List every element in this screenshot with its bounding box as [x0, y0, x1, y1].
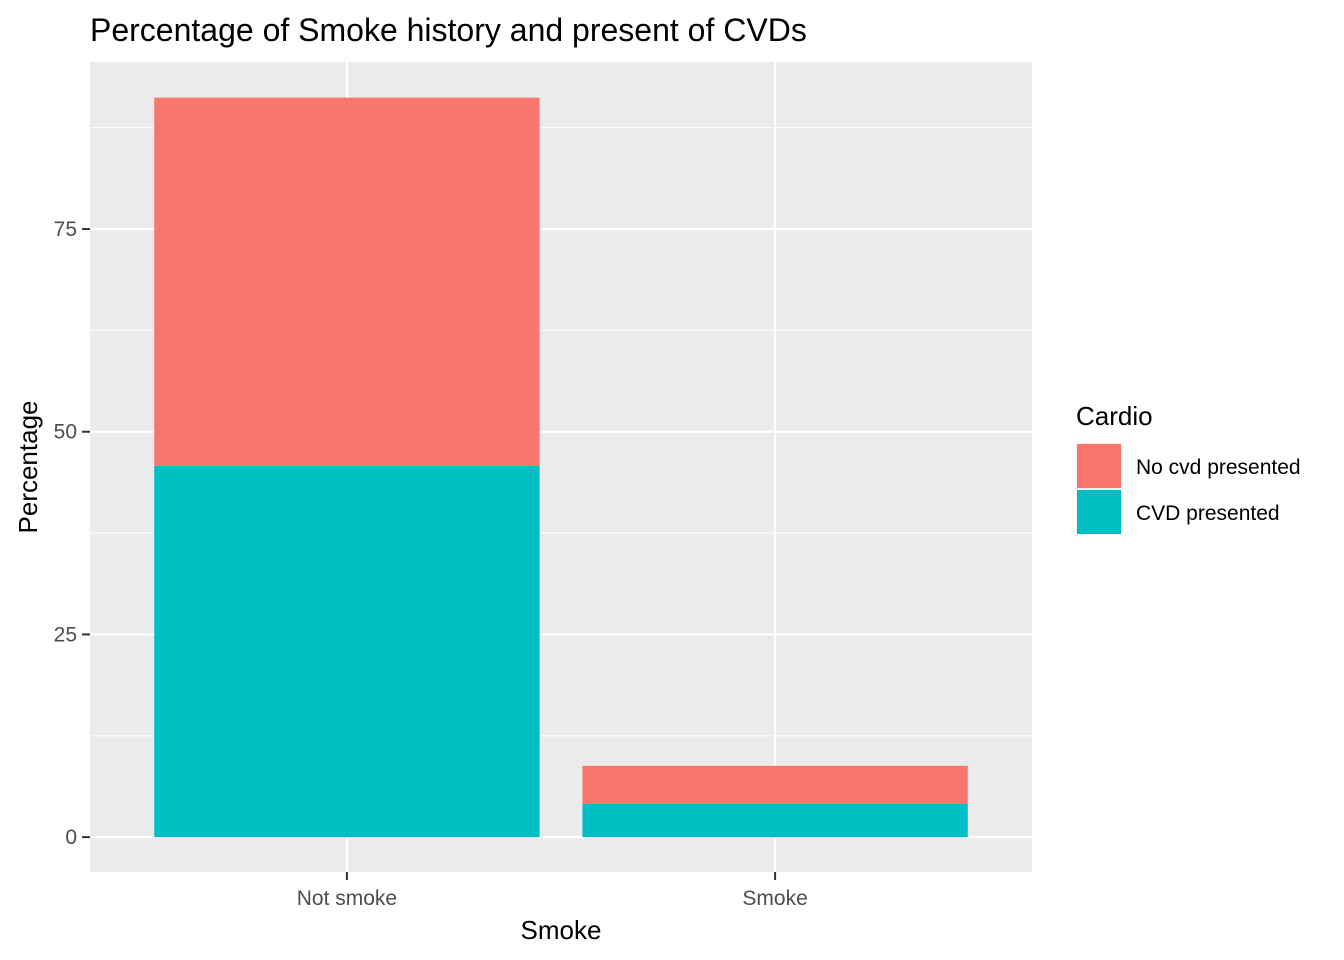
- y-tick-label: 75: [54, 218, 77, 241]
- y-tick-label: 50: [54, 421, 77, 444]
- legend-swatch: [1077, 444, 1121, 488]
- bar-segment: [154, 465, 540, 838]
- x-tick-label: Not smoke: [297, 887, 397, 910]
- y-axis-title: Percentage: [13, 401, 43, 534]
- bar-segment: [582, 765, 968, 804]
- legend-title: Cardio: [1076, 401, 1153, 431]
- x-axis: Not smoke Smoke: [297, 872, 808, 910]
- bar-segment: [154, 97, 540, 466]
- x-tick-label: Smoke: [742, 887, 807, 910]
- y-tick-label: 0: [65, 826, 77, 849]
- bar-segment: [582, 803, 968, 838]
- y-tick-label: 25: [54, 623, 77, 646]
- bars: [154, 97, 968, 838]
- legend: Cardio No cvd presented CVD presented: [1076, 401, 1301, 535]
- chart-title: Percentage of Smoke history and present …: [90, 12, 807, 48]
- x-axis-title: Smoke: [521, 915, 602, 945]
- y-axis: 0 25 50 75: [54, 218, 90, 849]
- legend-label: No cvd presented: [1136, 456, 1301, 479]
- legend-swatch: [1077, 490, 1121, 534]
- legend-label: CVD presented: [1136, 502, 1280, 525]
